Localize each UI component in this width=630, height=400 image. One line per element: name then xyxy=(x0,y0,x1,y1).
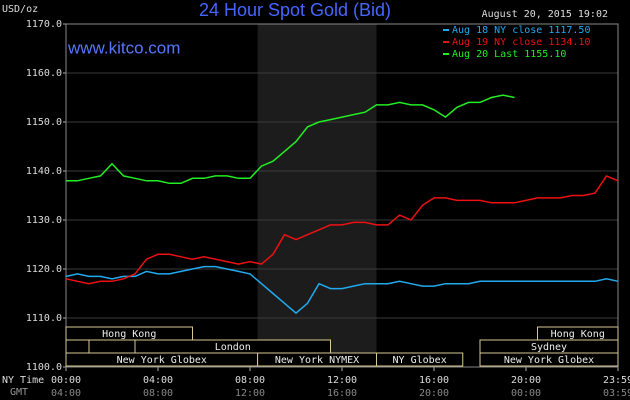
y-tick-label: 1120.0 xyxy=(26,264,62,275)
x-tick-label: 00:00 xyxy=(51,375,81,386)
session-label: New York Globex xyxy=(117,355,207,366)
x2-tick-label: 00:00 xyxy=(511,388,541,399)
legend-label: Aug 20 Last 1155.10 xyxy=(452,49,566,60)
session-label: NY Globex xyxy=(393,355,447,366)
x-tick-label: 20:00 xyxy=(511,375,541,386)
chart-title: 24 Hour Spot Gold (Bid) xyxy=(199,0,391,20)
legend-label: Aug 18 NY close 1117.50 xyxy=(452,25,590,36)
x-axis-label: NY Time xyxy=(2,375,44,386)
plot-frame xyxy=(65,23,619,368)
x-tick-label: 04:00 xyxy=(143,375,173,386)
session-label: Hong Kong xyxy=(551,329,605,340)
series-line xyxy=(65,174,619,285)
x2-tick-label: 04:00 xyxy=(51,388,81,399)
watermark: www.kitco.com xyxy=(67,38,180,57)
shaded-session xyxy=(257,24,377,367)
session-box xyxy=(376,352,464,367)
x2-tick-label: 16:00 xyxy=(327,388,357,399)
y-tick-label: 1140.0 xyxy=(26,166,62,177)
x2-tick-label: 20:00 xyxy=(419,388,449,399)
y-axis-label: USD/oz xyxy=(2,4,38,15)
y-tick-label: 1160.0 xyxy=(26,68,62,79)
session-label: New York Globex xyxy=(504,355,594,366)
session-box xyxy=(65,326,193,341)
series-line xyxy=(65,265,619,315)
session-label: Sydney xyxy=(531,342,567,353)
x2-tick-label: 03:59 xyxy=(603,388,630,399)
session-label: New York NYMEX xyxy=(275,355,359,366)
session-label: Hong Kong xyxy=(102,329,156,340)
x2-tick-label: 08:00 xyxy=(143,388,173,399)
x2-tick-label: 12:00 xyxy=(235,388,265,399)
legend-label: Aug 19 NY close 1134.10 xyxy=(452,37,590,48)
series-line xyxy=(66,94,515,185)
x-tick-label: 16:00 xyxy=(419,375,449,386)
timestamp: August 20, 2015 19:02 xyxy=(482,9,608,20)
x2-axis-label: GMT xyxy=(10,387,28,398)
y-tick-label: 1100.0 xyxy=(26,362,62,373)
y-tick-label: 1170.0 xyxy=(26,19,62,30)
y-tick-label: 1130.0 xyxy=(26,215,62,226)
session-box xyxy=(479,352,619,367)
x-tick-label: 08:00 xyxy=(235,375,265,386)
session-box xyxy=(65,339,90,354)
x-tick-label: 12:00 xyxy=(327,375,357,386)
y-tick-label: 1110.0 xyxy=(26,313,62,324)
session-label: London xyxy=(215,342,251,353)
x-tick-label: 23:59 xyxy=(603,375,630,386)
y-tick-label: 1150.0 xyxy=(26,117,62,128)
